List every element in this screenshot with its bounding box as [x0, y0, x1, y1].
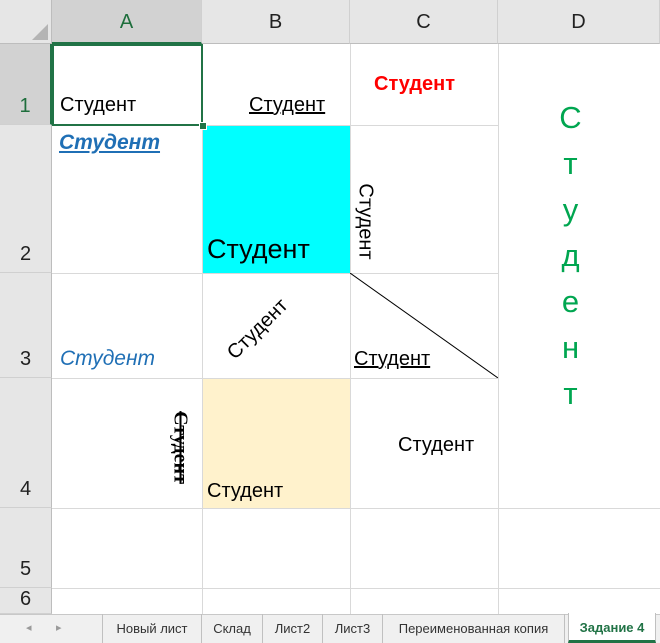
column-header-d[interactable]: D [498, 0, 660, 44]
cell-c3[interactable]: Студент [354, 348, 431, 370]
cell-b3[interactable]: Студент [222, 294, 293, 364]
row-header-1[interactable]: 1 [0, 44, 52, 125]
grid-line [52, 273, 498, 274]
letter: у [562, 192, 579, 227]
sheet-tab-bar [0, 614, 660, 643]
cell-b2[interactable]: Студент [207, 234, 310, 264]
column-header-b[interactable]: B [202, 0, 350, 44]
letter: т [563, 146, 578, 181]
cell-a3[interactable]: Студент [60, 347, 156, 370]
sheet-tab-pereimenovannaya-kopiya[interactable]: Переименованная копия [383, 614, 565, 643]
select-all-corner[interactable] [0, 0, 52, 44]
sheet-tab-list3[interactable]: Лист3 [323, 614, 383, 643]
row-header-3[interactable]: 3 [0, 273, 52, 378]
grid-line [52, 378, 498, 379]
cell-b4[interactable]: Студент [207, 480, 284, 502]
cell-a2[interactable]: Студент [59, 131, 161, 154]
grid-line [52, 508, 660, 509]
cell-c3-diagonal-border [350, 273, 498, 378]
row-header-6[interactable]: 6 [0, 588, 52, 614]
cell-a1-selection[interactable] [52, 44, 203, 126]
cell-b2-fill [202, 125, 350, 273]
letter: С [559, 100, 582, 135]
cell-c4[interactable]: Студент [398, 434, 475, 456]
column-header-c[interactable]: C [350, 0, 498, 44]
sheet-tab-novyi-list[interactable]: Новый лист [102, 614, 202, 643]
row-header-5[interactable]: 5 [0, 508, 52, 588]
letter: е [561, 284, 580, 319]
cell-a1[interactable]: Студент [60, 94, 137, 116]
letter: д [561, 238, 580, 273]
tab-scroll-right-icon[interactable]: ▸ [56, 622, 62, 634]
sheet-tab-zadanie-4[interactable]: Задание 4 [568, 613, 656, 643]
grid-line [498, 44, 499, 620]
grid-line [350, 44, 351, 620]
sheet-tab-sklad[interactable]: Склад [202, 614, 263, 643]
grid-line [202, 44, 203, 620]
sheet-tab-list2[interactable]: Лист2 [263, 614, 323, 643]
select-all-triangle-icon [32, 24, 48, 40]
column-header-a[interactable]: A [52, 0, 202, 44]
cell-d1-d4-stacked-text[interactable]: С т у д е н т [498, 95, 643, 417]
cell-c1[interactable]: Студент [374, 73, 456, 95]
cell-a4[interactable]: Студент [169, 411, 192, 484]
grid-line [52, 125, 498, 126]
grid-line [52, 588, 660, 589]
row-header-4[interactable]: 4 [0, 378, 52, 508]
cell-b4-fill [202, 378, 350, 508]
row-header-2[interactable]: 2 [0, 125, 52, 273]
cell-c2[interactable]: Студент [354, 183, 377, 260]
letter: т [563, 376, 578, 411]
letter: н [561, 330, 580, 365]
tab-scroll-left-icon[interactable]: ◂ [26, 622, 32, 634]
cell-b1[interactable]: Студент [249, 94, 326, 116]
fill-handle[interactable] [199, 122, 207, 130]
